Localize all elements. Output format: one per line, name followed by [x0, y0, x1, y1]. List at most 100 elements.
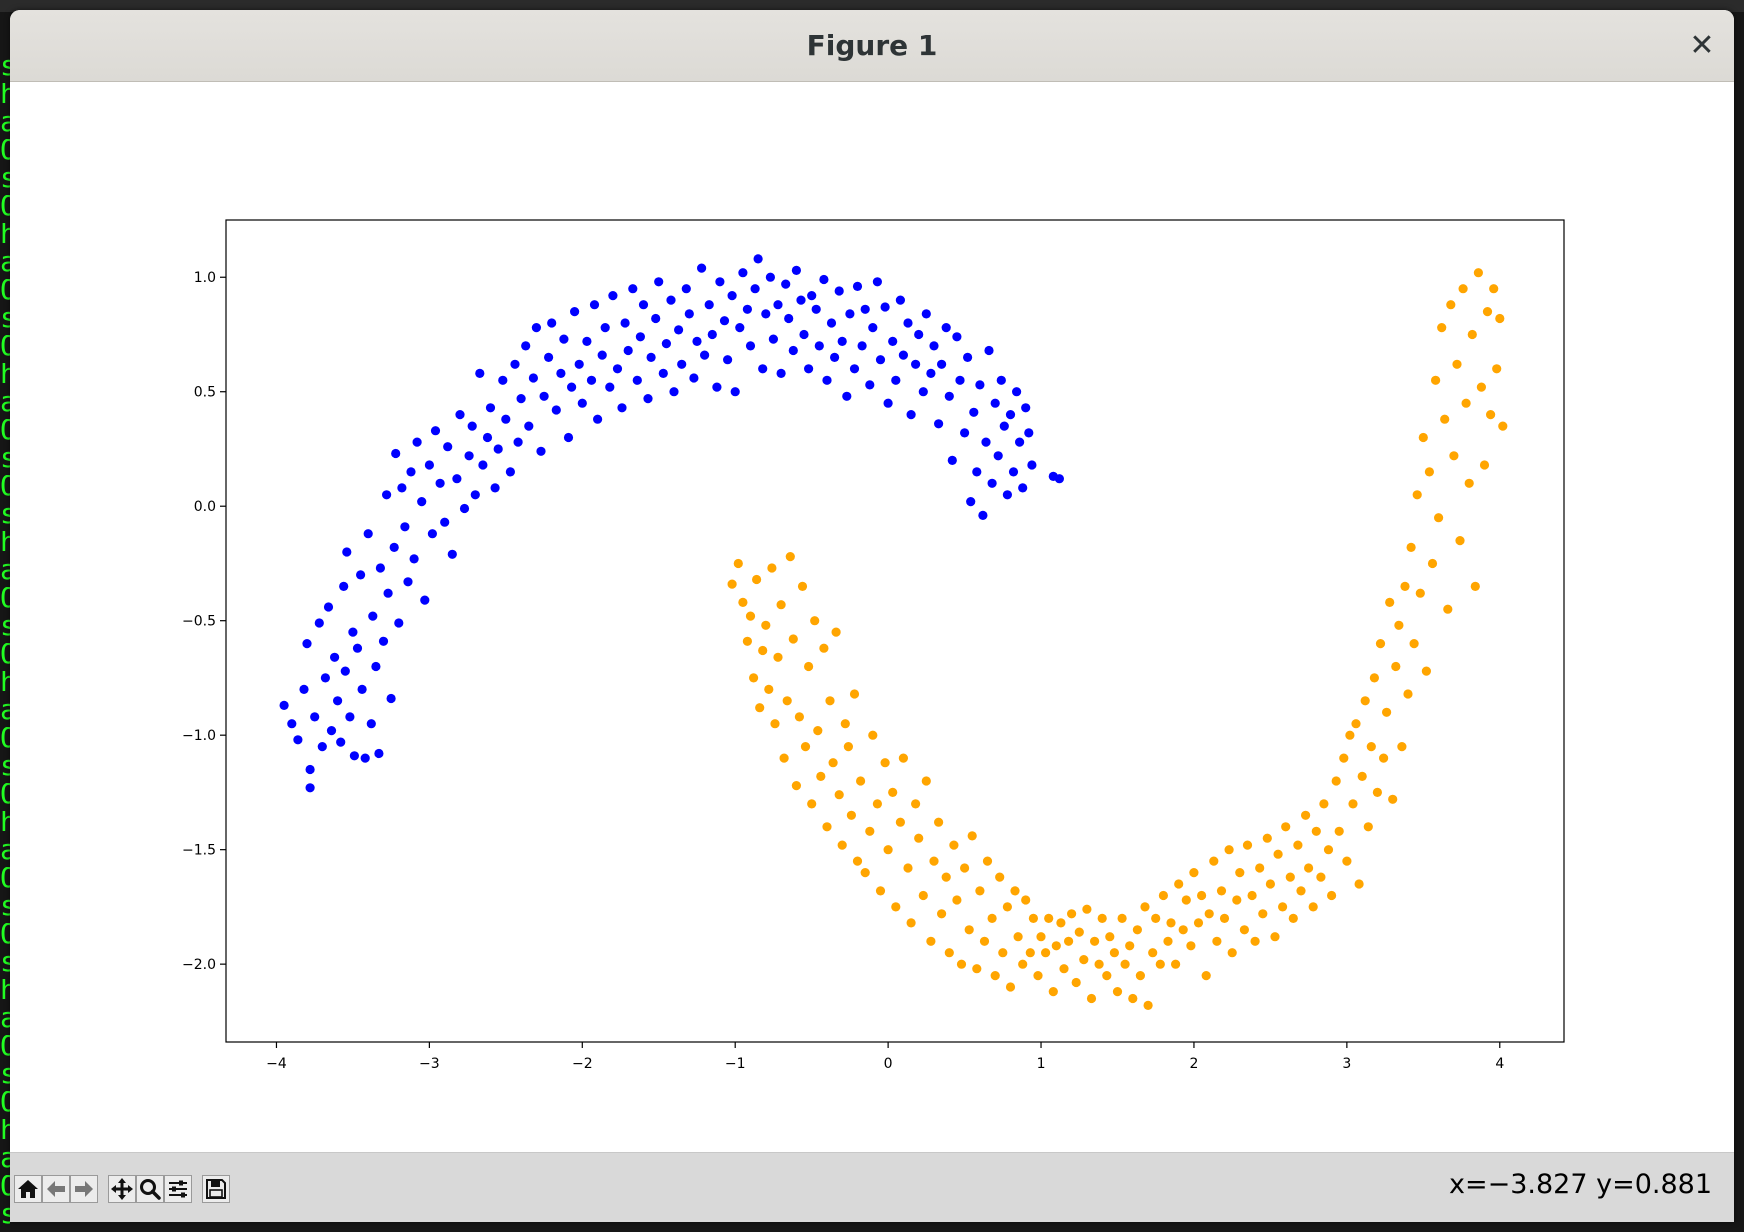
data-point-s1-198: [1437, 323, 1447, 333]
data-point-s0-110: [666, 295, 676, 305]
forward-button[interactable]: [70, 1175, 98, 1203]
data-point-s0-119: [700, 350, 710, 360]
data-point-s0-205: [1015, 437, 1025, 447]
data-point-s0-6: [305, 783, 315, 793]
data-point-s1-205: [1458, 284, 1468, 294]
data-point-s0-18: [342, 547, 352, 557]
data-point-s0-70: [513, 437, 523, 447]
zoom-button[interactable]: [136, 1175, 164, 1203]
y-tick-label: −2.0: [182, 957, 216, 973]
data-point-s1-163: [1327, 890, 1337, 901]
data-point-s0-163: [868, 323, 878, 333]
data-point-s0-148: [811, 304, 821, 314]
data-point-s0-172: [903, 318, 913, 328]
data-point-s0-68: [505, 467, 515, 477]
y-tick-label: 0.5: [194, 385, 216, 401]
data-point-s1-83: [1021, 895, 1031, 905]
data-point-s1-99: [1082, 904, 1092, 914]
data-point-s1-194: [1424, 467, 1434, 477]
x-tick-label: −2: [572, 1056, 593, 1072]
data-point-s1-120: [1163, 936, 1173, 946]
data-point-s0-115: [684, 309, 694, 319]
data-point-s1-94: [1064, 936, 1074, 946]
data-point-s0-32: [378, 636, 389, 646]
data-point-s1-9: [761, 620, 771, 630]
data-point-s0-188: [963, 352, 973, 362]
data-point-s1-53: [906, 918, 916, 928]
data-point-s1-17: [785, 552, 795, 562]
data-point-s1-215: [1489, 284, 1499, 294]
data-point-s1-38: [849, 689, 860, 699]
data-point-s1-35: [840, 719, 850, 729]
data-point-s0-75: [531, 323, 542, 333]
data-point-s0-72: [521, 341, 531, 351]
data-point-s0-38: [394, 618, 404, 628]
data-point-s0-173: [906, 410, 916, 420]
x-tick-label: 3: [1342, 1056, 1351, 1072]
data-point-s0-98: [620, 318, 630, 328]
data-point-s0-151: [822, 375, 832, 385]
data-point-s0-189: [966, 497, 976, 507]
data-point-s0-157: [845, 309, 855, 319]
x-tick-label: 1: [1037, 1056, 1046, 1072]
data-point-s1-92: [1056, 918, 1066, 928]
data-point-s1-115: [1143, 1000, 1153, 1011]
data-point-s0-138: [773, 300, 783, 310]
data-point-s0-88: [582, 336, 592, 346]
data-point-s0-44: [412, 437, 422, 447]
data-point-s1-145: [1258, 909, 1268, 919]
data-point-s0-199: [996, 375, 1006, 385]
data-point-s1-161: [1319, 799, 1329, 809]
scatter-plot[interactable]: −4 −3 −2 −1 0 1 2 3 4 1.0 0.5 0.0 −0.5 −1.0 −1.5 −2.0: [10, 82, 1734, 1152]
data-point-s1-168: [1345, 730, 1355, 740]
x-tick-label: 4: [1495, 1056, 1504, 1072]
data-point-s1-131: [1204, 909, 1214, 919]
data-point-s0-129: [738, 268, 748, 278]
data-point-s1-13: [773, 652, 783, 662]
figure-canvas[interactable]: −4 −3 −2 −1 0 1 2 3 4 1.0 0.5 0.0 −0.5 −1.0 −1.5 −2.0: [10, 82, 1734, 1152]
title-bar[interactable]: Figure 1 ✕: [10, 10, 1734, 82]
data-point-s0-21: [349, 751, 359, 761]
data-point-s1-15: [779, 753, 789, 763]
data-point-s0-96: [612, 364, 623, 374]
data-point-s0-5: [305, 764, 315, 775]
data-point-s0-142: [788, 345, 798, 356]
data-point-s0-12: [326, 726, 337, 736]
data-point-s0-84: [567, 382, 577, 392]
data-point-s0-10: [320, 673, 330, 683]
data-point-s0-4: [302, 639, 312, 649]
data-point-s1-76: [995, 872, 1005, 882]
data-point-s1-172: [1357, 771, 1367, 782]
data-point-s0-2: [293, 735, 303, 745]
data-point-s1-144: [1255, 863, 1265, 873]
data-point-s0-197: [990, 398, 1000, 408]
close-button[interactable]: ✕: [1684, 28, 1720, 64]
data-point-s1-65: [952, 895, 962, 905]
data-point-s1-70: [972, 964, 982, 974]
data-point-s0-171: [898, 350, 909, 360]
data-point-s0-186: [955, 375, 965, 385]
home-button[interactable]: [14, 1175, 42, 1203]
data-point-s1-95: [1067, 909, 1077, 919]
data-point-s1-26: [813, 726, 823, 736]
data-point-s1-114: [1140, 902, 1150, 912]
data-point-s1-30: [825, 696, 835, 706]
data-point-s1-208: [1467, 329, 1477, 340]
data-point-s0-61: [478, 460, 488, 470]
configure-subplots-button[interactable]: [164, 1175, 192, 1203]
data-point-s1-156: [1301, 810, 1311, 820]
pan-button[interactable]: [108, 1175, 136, 1203]
data-point-s1-27: [816, 771, 826, 782]
data-point-s0-49: [430, 426, 441, 436]
data-point-s1-21: [797, 581, 808, 591]
data-point-s1-46: [880, 758, 890, 768]
data-point-s1-69: [967, 831, 977, 841]
data-point-s0-27: [366, 719, 376, 729]
data-point-s1-142: [1247, 890, 1257, 901]
data-point-s1-41: [860, 868, 870, 878]
back-button[interactable]: [42, 1175, 70, 1203]
data-point-s1-98: [1079, 955, 1089, 965]
save-button[interactable]: [202, 1175, 230, 1203]
data-point-s0-63: [485, 403, 496, 413]
data-point-s0-209: [1027, 460, 1037, 470]
